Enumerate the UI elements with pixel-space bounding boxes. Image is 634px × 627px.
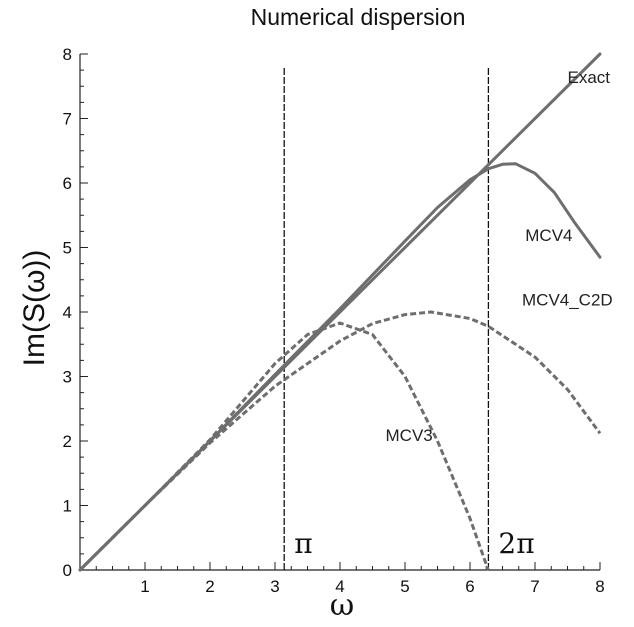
series-label-mcv4-c2d: MCV4_C2D: [522, 291, 613, 310]
y-tick-label: 2: [63, 432, 72, 451]
x-tick-label: 6: [465, 577, 474, 596]
x-tick-label: 2: [205, 577, 214, 596]
x-tick-label: 8: [595, 577, 604, 596]
series-label-exact: Exact: [568, 68, 611, 87]
series-line-mcv4: [78, 162, 602, 572]
x-tick-label: 7: [530, 577, 539, 596]
y-tick-label: 1: [63, 497, 72, 516]
reference-markers: π 2π: [283, 68, 535, 570]
x-tick-label: 5: [400, 577, 409, 596]
marker-label-1: 2π: [498, 527, 534, 560]
series-line-mcv3: [78, 321, 490, 572]
series-line-mcv4-c2d: [78, 310, 602, 572]
tick-labels: 1 2 3 4 5 6 7 8 0 1 2 3 4 5 6 7 8: [63, 45, 605, 596]
y-tick-label: 4: [63, 303, 72, 322]
y-tick-label: 8: [63, 45, 72, 64]
axis-ticks: [79, 53, 601, 571]
series-labels: Exact MCV4 MCV4_C2D MCV3: [386, 68, 613, 445]
y-tick-label: 6: [63, 174, 72, 193]
plot-area: 1 2 3 4 5 6 7 8 0 1 2 3 4 5 6 7 8 π 2π Exact MCV4 MCV4_C2D M…: [63, 45, 613, 596]
y-axis-label: Im(S(ω)): [18, 250, 51, 367]
x-tick-label: 1: [140, 577, 149, 596]
x-axis-label: ω: [330, 588, 354, 623]
x-tick-label: 3: [270, 577, 279, 596]
y-tick-label: 7: [63, 110, 72, 129]
series-label-mcv3: MCV3: [386, 426, 433, 445]
y-tick-label: 5: [63, 239, 72, 258]
y-tick-label: 3: [63, 368, 72, 387]
chart-title: Numerical dispersion: [251, 4, 466, 30]
marker-label-0: π: [294, 527, 312, 560]
series-lines: [78, 52, 602, 572]
series-label-mcv4: MCV4: [525, 226, 572, 245]
x-tick-label: 4: [335, 577, 344, 596]
y-tick-label: 0: [63, 561, 72, 580]
